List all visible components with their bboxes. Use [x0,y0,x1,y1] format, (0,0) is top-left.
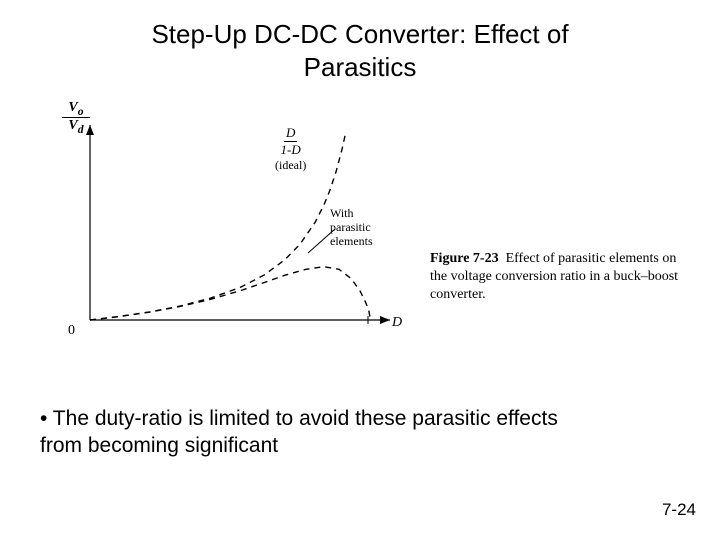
y-axis-label: Vo Vd [62,101,90,136]
y-axis-num: V [68,100,77,115]
caption-bold: Figure 7-23 [430,251,499,266]
page-number: 7-24 [662,500,696,520]
y-axis-num-sub: o [78,105,84,118]
ideal-curve-label: D 1-D (ideal) [275,125,306,173]
parasitic-l1: With [330,207,373,221]
slide-title: Step-Up DC-DC Converter: Effect of Paras… [0,18,720,83]
ideal-label-num: D [286,125,295,140]
origin-label: 0 [68,323,75,339]
figure-area: Vo Vd 0 D D 1-D (ideal) With pa [30,105,690,365]
ideal-label-note: (ideal) [275,158,306,173]
parasitic-l2: parasitic [330,221,373,235]
parasitic-l3: elements [330,235,373,249]
figure-caption: Figure 7-23 Effect of parasitic elements… [430,250,680,305]
x-axis-label: D [392,315,402,331]
y-axis-den-sub: d [78,123,84,136]
parasitic-curve-label: With parasitic elements [330,207,373,248]
ideal-label-den: 1-D [281,142,301,157]
title-line-2: Parasitics [304,52,417,82]
title-line-1: Step-Up DC-DC Converter: Effect of [151,19,568,49]
y-axis-den: V [68,118,77,133]
bullet-text: • The duty-ratio is limited to avoid the… [40,405,600,460]
